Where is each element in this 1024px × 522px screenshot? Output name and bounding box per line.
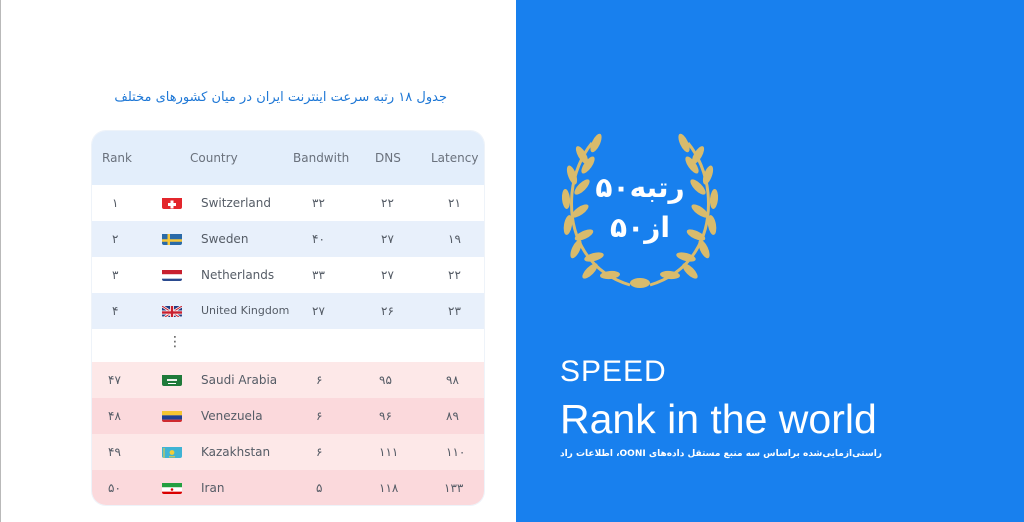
cell-country: Switzerland [201, 196, 271, 210]
cell-latency: ۸۹ [446, 409, 459, 423]
footnote: راستی‌آزمایی‌شده براساس سه منبع مستقل دا… [560, 449, 882, 459]
table-row: ۲ Sweden ۴۰ ۲۷ ۱۹ [92, 221, 484, 257]
sweden-flag [162, 232, 182, 245]
cell-bandwidth: ۵ [316, 481, 323, 495]
table-row: ۳ Netherlands ۳۳ ۲۷ ۲۲ [92, 257, 484, 293]
hero-panel: رتبه۵۰ از۵۰ SPEED Rank in the world راست… [516, 0, 1024, 522]
table-row: ۴۸ Venezuela ۶ ۹۶ ۸۹ [92, 398, 484, 434]
ranking-table: Rank Country Bandwith DNS Latency ۱ Swit… [92, 131, 484, 505]
table-row: ۴۷ Saudi Arabia ۶ ۹۵ ۹۸ [92, 362, 484, 398]
cell-dns: ۱۱۱ [379, 445, 399, 459]
cell-rank: ۳ [112, 268, 119, 282]
cell-dns: ۲۶ [381, 304, 394, 318]
netherlands-flag [162, 268, 182, 281]
table-row: ۵۰ Iran ۵ ۱۱۸ ۱۳۳ [92, 470, 484, 505]
cell-bandwidth: ۶ [316, 445, 323, 459]
cell-latency: ۲۲ [448, 268, 461, 282]
cell-country: United Kingdom [201, 304, 290, 317]
venezuela-flag [162, 409, 182, 422]
table-row: ۱ Switzerland ۳۲ ۲۲ ۲۱ [92, 185, 484, 221]
cell-dns: ۹۶ [379, 409, 392, 423]
cell-bandwidth: ۲۷ [312, 304, 325, 318]
cell-rank: ۴ [112, 304, 119, 318]
cell-bandwidth: ۶ [316, 373, 323, 387]
saudi-arabia-flag [162, 373, 182, 386]
speed-label: SPEED [560, 355, 667, 388]
ellipsis: ⋮ [168, 334, 182, 350]
cell-rank: ۴۸ [108, 409, 121, 423]
cell-dns: ۹۵ [379, 373, 392, 387]
cell-rank: ۱ [112, 196, 119, 210]
table-panel: جدول ۱۸ رتبه سرعت اینترنت ایران در میان … [0, 0, 484, 522]
cell-country: Netherlands [201, 268, 275, 282]
cell-bandwidth: ۳۳ [312, 268, 325, 282]
cell-latency: ۹۸ [446, 373, 459, 387]
cell-bandwidth: ۶ [316, 409, 323, 423]
cell-dns: ۲۷ [381, 232, 394, 246]
laurel-wreath-icon [561, 133, 719, 288]
header-latency: Latency [431, 151, 479, 165]
cell-rank: ۵۰ [108, 481, 121, 495]
badge-rank-line: رتبه۵۰ [595, 171, 685, 204]
table-header: Rank Country Bandwith DNS Latency [92, 131, 484, 185]
table-row: ۴۹ Kazakhstan ۶ ۱۱۱ ۱۱۰ [92, 434, 484, 470]
cell-dns: ۲۲ [381, 196, 394, 210]
cell-bandwidth: ۳۲ [312, 196, 325, 210]
cell-dns: ۲۷ [381, 268, 394, 282]
cell-rank: ۲ [112, 232, 119, 246]
cell-latency: ۲۳ [448, 304, 461, 318]
cell-country: Venezuela [201, 409, 263, 423]
header-country: Country [190, 151, 238, 165]
cell-dns: ۱۱۸ [379, 481, 399, 495]
cell-country: Iran [201, 481, 225, 495]
table-title: جدول ۱۸ رتبه سرعت اینترنت ایران در میان … [114, 90, 447, 105]
cell-rank: ۴۷ [108, 373, 121, 387]
headline: Rank in the world [560, 396, 877, 442]
switzerland-flag [162, 196, 182, 209]
cell-country: Sweden [201, 232, 249, 246]
cell-bandwidth: ۴۰ [312, 232, 325, 246]
kazakhstan-flag [162, 445, 182, 458]
iran-flag [162, 481, 182, 494]
header-dns: DNS [375, 151, 401, 165]
badge-of-line: از۵۰ [610, 211, 670, 244]
cell-latency: ۲۱ [448, 196, 461, 210]
cell-country: Saudi Arabia [201, 373, 278, 387]
table-row: ۴ United Kingdom ۲۷ ۲۶ ۲۳ [92, 293, 484, 329]
cell-latency: ۱۱۰ [446, 445, 466, 459]
uk-flag [162, 304, 182, 317]
cell-latency: ۱۳۳ [444, 481, 464, 495]
header-bandwidth: Bandwith [293, 151, 350, 165]
cell-latency: ۱۹ [448, 232, 461, 246]
cell-rank: ۴۹ [108, 445, 121, 459]
header-rank: Rank [102, 151, 132, 165]
cell-country: Kazakhstan [201, 445, 271, 459]
